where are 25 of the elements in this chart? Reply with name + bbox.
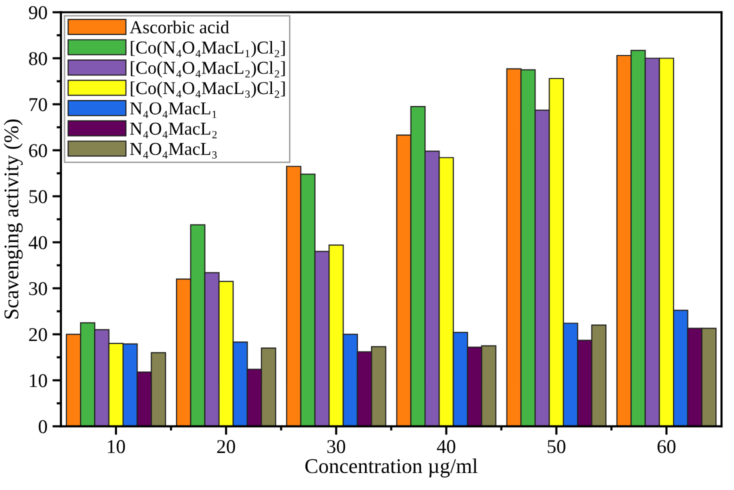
y-tick-label: 70 bbox=[30, 98, 47, 112]
x-tick-label: 30 bbox=[327, 440, 346, 454]
legend-label: N₄O₄MacL₃ bbox=[130, 142, 217, 159]
y-tick-label: 10 bbox=[30, 374, 47, 388]
x-tick-label: 20 bbox=[217, 440, 236, 454]
x-tick-label: 50 bbox=[548, 440, 566, 454]
legend-label: N₄O₄MacL₁ bbox=[130, 102, 216, 118]
legend-label: Ascorbic acid bbox=[130, 20, 230, 34]
x-tick-label: 60 bbox=[658, 440, 676, 454]
y-tick-label: 80 bbox=[29, 52, 47, 66]
legend-label: N₄O₄MacL₂ bbox=[130, 122, 217, 138]
x-axis-title: Concentration µg/ml bbox=[305, 458, 478, 478]
y-tick-label: 60 bbox=[29, 144, 47, 158]
y-tick-label: 40 bbox=[28, 236, 47, 250]
y-tick-label: 20 bbox=[29, 328, 47, 342]
x-tick-label: 40 bbox=[436, 440, 456, 454]
y-tick-label: 90 bbox=[28, 6, 47, 20]
y-tick-label: 30 bbox=[29, 282, 47, 296]
legend-label: [Co(N₄O₄MacL₁)Cl₂] bbox=[130, 40, 285, 58]
x-tick-label: 10 bbox=[108, 440, 125, 454]
legend-label: [Co(N₄O₄MacL₂)Cl₂] bbox=[130, 61, 285, 78]
y-axis-title: Scavenging activity (%) bbox=[4, 120, 23, 319]
y-tick-label: 50 bbox=[29, 190, 47, 204]
legend-label: [Co(N₄O₄MacL₃)Cl₂] bbox=[130, 81, 285, 98]
y-tick-label: 0 bbox=[38, 420, 47, 434]
